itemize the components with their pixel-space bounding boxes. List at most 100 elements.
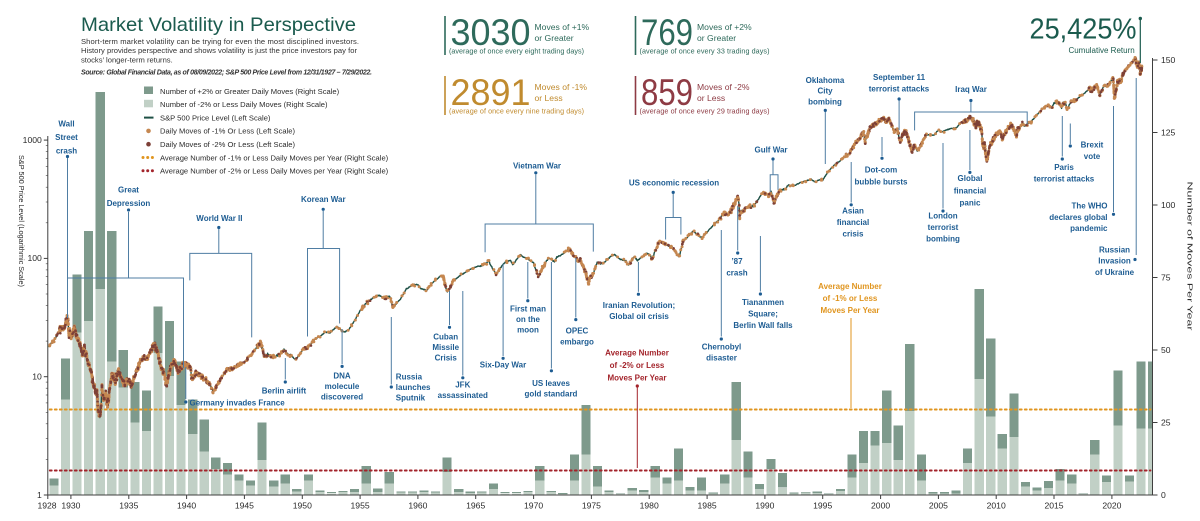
svg-text:Asian: Asian [842,207,864,216]
svg-text:or Less: or Less [535,93,563,103]
svg-text:pandemic: pandemic [1070,224,1108,233]
svg-text:Missile: Missile [432,343,459,352]
svg-text:1995: 1995 [813,501,832,511]
svg-text:150: 150 [1161,55,1176,65]
svg-text:1935: 1935 [119,501,138,511]
svg-text:terrorist attacks: terrorist attacks [869,84,930,93]
svg-text:on the: on the [516,315,541,324]
svg-text:disaster: disaster [706,354,737,363]
svg-text:2015: 2015 [1044,501,1063,511]
svg-text:Moves of -2%: Moves of -2% [697,82,750,92]
svg-text:S&P 500 Price Level (Left Scal: S&P 500 Price Level (Left Scale) [160,113,271,122]
svg-text:City: City [817,87,833,96]
svg-text:Moves of +1%: Moves of +1% [535,22,590,32]
svg-text:discovered: discovered [321,393,363,402]
svg-text:2000: 2000 [871,501,890,511]
svg-text:Russian: Russian [1099,246,1130,255]
svg-text:1965: 1965 [466,501,485,511]
svg-text:1975: 1975 [582,501,601,511]
svg-text:Vietnam War: Vietnam War [513,162,561,171]
svg-text:Global: Global [958,174,983,183]
svg-text:Brexit: Brexit [1081,141,1104,150]
svg-text:Moves Per Year: Moves Per Year [820,306,879,315]
svg-text:Gulf War: Gulf War [754,146,787,155]
svg-text:Crisis: Crisis [435,354,458,363]
svg-text:10: 10 [32,372,42,382]
svg-text:’87: ’87 [731,257,743,266]
svg-text:assassinated: assassinated [438,391,488,400]
svg-text:molecule: molecule [325,382,360,391]
svg-text:100: 100 [1161,200,1176,210]
svg-text:Oklahoma: Oklahoma [806,76,845,85]
svg-text:The WHO: The WHO [1072,202,1108,211]
svg-text:100: 100 [27,253,42,263]
svg-text:Wall: Wall [58,120,74,129]
svg-text:Number of Moves Per Year: Number of Moves Per Year [1186,182,1195,332]
svg-text:125: 125 [1161,127,1176,137]
svg-text:Average Number: Average Number [818,282,882,291]
svg-text:Daily Moves of -1% Or Less (Le: Daily Moves of -1% Or Less (Left Scale) [160,127,296,136]
svg-text:DNA: DNA [333,372,351,381]
svg-text:1928: 1928 [37,501,56,511]
svg-text:stocks’ longer-term returns.: stocks’ longer-term returns. [81,55,173,64]
svg-text:(average of once every 29 trad: (average of once every 29 trading days) [640,107,770,116]
svg-text:or Less: or Less [697,93,725,103]
svg-text:Moves Per Year: Moves Per Year [607,374,666,383]
svg-text:Iraq War: Iraq War [955,85,987,94]
svg-text:London: London [928,212,957,221]
svg-text:terrorist: terrorist [928,223,959,232]
svg-text:crash: crash [726,269,747,278]
svg-text:launches: launches [396,383,431,392]
svg-text:Chernobyl: Chernobyl [702,343,742,352]
svg-text:Moves of +2%: Moves of +2% [697,22,752,32]
svg-text:Great: Great [118,186,139,195]
svg-text:gold standard: gold standard [525,390,578,399]
svg-text:World War II: World War II [196,214,242,223]
svg-text:financial: financial [954,186,986,195]
svg-text:0: 0 [1161,490,1166,500]
svg-text:OPEC: OPEC [566,327,589,336]
svg-text:Six-Day War: Six-Day War [480,361,526,370]
svg-text:September 11: September 11 [873,73,926,82]
svg-text:financial: financial [837,218,869,227]
svg-text:of Ukraine: of Ukraine [1095,268,1135,277]
svg-text:1955: 1955 [351,501,370,511]
svg-text:2891: 2891 [451,72,531,113]
svg-text:75: 75 [1161,272,1171,282]
svg-text:Germany invades France: Germany invades France [190,399,286,408]
svg-text:Berlin Wall falls: Berlin Wall falls [733,321,793,330]
svg-text:S&P 500 Price Level (Logarithm: S&P 500 Price Level (Logarithmic Scale) [17,155,26,287]
svg-text:Paris: Paris [1054,163,1074,172]
svg-text:or Greater: or Greater [697,33,736,43]
svg-text:US leaves: US leaves [532,379,570,388]
svg-text:moon: moon [517,326,539,335]
svg-text:vote: vote [1084,152,1101,161]
svg-text:Average Number of -2% or Less: Average Number of -2% or Less Daily Move… [160,167,389,176]
svg-text:Cuban: Cuban [433,333,458,342]
svg-text:Square;: Square; [748,309,778,318]
svg-text:or Greater: or Greater [535,33,574,43]
svg-text:Source: Global Financial Data,: Source: Global Financial Data, as of 08/… [81,70,372,77]
svg-text:1940: 1940 [177,501,196,511]
svg-text:769: 769 [641,12,693,53]
svg-text:Average Number of -1% or Less: Average Number of -1% or Less Daily Move… [160,153,389,162]
svg-text:1000: 1000 [23,135,42,145]
svg-text:2010: 2010 [987,501,1006,511]
svg-text:Moves of -1%: Moves of -1% [535,82,588,92]
svg-text:1990: 1990 [755,501,774,511]
svg-text:859: 859 [641,72,693,113]
svg-text:1945: 1945 [235,501,254,511]
svg-text:Global oil crisis: Global oil crisis [609,312,669,321]
svg-text:1985: 1985 [698,501,717,511]
svg-text:Iranian Revolution;: Iranian Revolution; [603,301,675,310]
svg-text:2020: 2020 [1102,501,1121,511]
svg-text:History provides perspective a: History provides perspective and shows v… [81,46,357,55]
svg-text:bombing: bombing [808,97,842,106]
svg-text:terrorist attacks: terrorist attacks [1034,175,1095,184]
svg-text:Average Number: Average Number [605,349,669,358]
svg-text:crisis: crisis [843,230,864,239]
svg-text:bubble bursts: bubble bursts [855,177,908,186]
svg-text:Market Volatility in Perspecti: Market Volatility in Perspective [81,14,356,36]
svg-text:crash: crash [56,147,77,156]
svg-text:embargo: embargo [560,338,594,347]
